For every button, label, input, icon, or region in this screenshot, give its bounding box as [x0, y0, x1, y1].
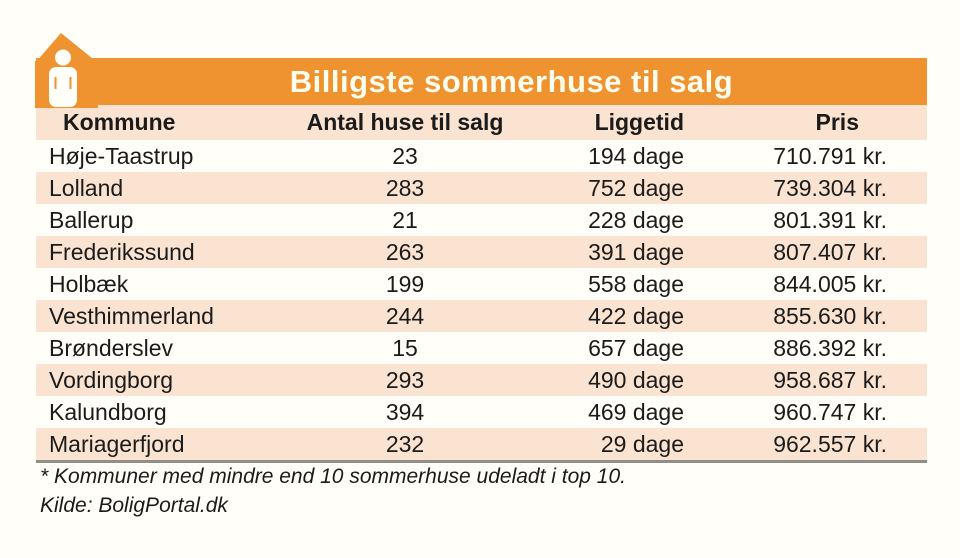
table-cell-liggetid: 391 dage [588, 238, 684, 265]
footnote-source: Kilde: BoligPortal.dk [40, 494, 228, 517]
table-cell-kommune: Vesthimmerland [49, 302, 214, 329]
table-cell-kommune: Brønderslev [49, 334, 173, 361]
table-cell-antal-huse-til-salg: 23 [392, 142, 418, 169]
table-cell-liggetid: 422 dage [588, 302, 684, 329]
table-cell-kommune: Mariagerfjord [49, 430, 185, 457]
page-title: Billigste sommerhuse til salg [289, 63, 734, 99]
table-cell-kommune: Holbæk [49, 270, 129, 297]
table-bottom-divider [36, 460, 927, 463]
table-row: Holbæk 199 558 dage 844.005 kr. [36, 268, 927, 300]
column-header-4: Pris [690, 105, 927, 140]
table-cell-antal-huse-til-salg: 293 [385, 366, 425, 393]
table-cell-liggetid: 490 dage [588, 366, 684, 393]
table-cell-kommune: Vordingborg [49, 366, 174, 393]
table-cell-antal-huse-til-salg: 15 [392, 334, 418, 361]
table-cell-pris: 844.005 kr. [773, 270, 887, 297]
table-cell-pris: 710.791 kr. [773, 142, 887, 169]
house-with-person-icon-svg [35, 33, 98, 108]
table-row: Mariagerfjord 232 29 dage 962.557 kr. [36, 428, 927, 460]
table-cell-antal-huse-til-salg: 263 [385, 238, 425, 265]
table-cell-antal-huse-til-salg: 283 [385, 174, 425, 201]
table-cell-pris: 886.392 kr. [773, 334, 887, 361]
table-cell-liggetid: 469 dage [588, 398, 684, 425]
table-cell-pris: 855.630 kr. [773, 302, 887, 329]
table-cell-pris: 962.557 kr. [773, 430, 887, 457]
table-header-row: Kommune Antal huse til salg Liggetid Pris [36, 105, 927, 140]
table-cell-liggetid: 558 dage [588, 270, 684, 297]
table-cell-liggetid: 29 dage [600, 430, 684, 457]
table-cell-liggetid: 228 dage [588, 206, 684, 233]
table-row: Vordingborg 293 490 dage 958.687 kr. [36, 364, 927, 396]
table-cell-kommune: Ballerup [49, 206, 134, 233]
table-cell-kommune: Lolland [49, 174, 124, 201]
table-row: Frederikssund 263 391 dage 807.407 kr. [36, 236, 927, 268]
table-row: Ballerup 21 228 dage 801.391 kr. [36, 204, 927, 236]
column-header-2: Antal huse til salg [250, 105, 560, 140]
table-cell-liggetid: 657 dage [588, 334, 684, 361]
table-cell-kommune: Høje-Taastrup [49, 142, 194, 169]
column-header-1: Kommune [36, 105, 250, 140]
table-cell-liggetid: 752 dage [588, 174, 684, 201]
table-cell-antal-huse-til-salg: 199 [385, 270, 425, 297]
table-cell-antal-huse-til-salg: 232 [385, 430, 425, 457]
table-cell-pris: 739.304 kr. [773, 174, 887, 201]
table-row: Brønderslev 15 657 dage 886.392 kr. [36, 332, 927, 364]
table-cell-antal-huse-til-salg: 394 [385, 398, 425, 425]
table-cell-pris: 801.391 kr. [773, 206, 887, 233]
column-header-3: Liggetid [560, 105, 690, 140]
table-cell-pris: 807.407 kr. [773, 238, 887, 265]
table-cell-pris: 958.687 kr. [773, 366, 887, 393]
table-row: Vesthimmerland 244 422 dage 855.630 kr. [36, 300, 927, 332]
table-cell-pris: 960.747 kr. [773, 398, 887, 425]
footnote-exclusion: * Kommuner med mindre end 10 sommerhuse … [40, 465, 626, 488]
title-banner: Billigste sommerhuse til salg [36, 58, 927, 105]
house-with-person-icon [35, 33, 101, 108]
summerhouse-table: Kommune Antal huse til salg Liggetid Pris H… [36, 105, 927, 460]
table-row: Høje-Taastrup 23 194 dage 710.791 kr. [36, 140, 927, 172]
table-cell-antal-huse-til-salg: 244 [385, 302, 425, 329]
table-cell-kommune: Frederikssund [49, 238, 195, 265]
table-body: Høje-Taastrup 23 194 dage 710.791 kr. Lollan… [36, 140, 927, 460]
table-cell-kommune: Kalundborg [49, 398, 167, 425]
table-cell-liggetid: 194 dage [588, 142, 684, 169]
table-row: Kalundborg 394 469 dage 960.747 kr. [36, 396, 927, 428]
table-cell-antal-huse-til-salg: 21 [392, 206, 418, 233]
table-row: Lolland 283 752 dage 739.304 kr. [36, 172, 927, 204]
